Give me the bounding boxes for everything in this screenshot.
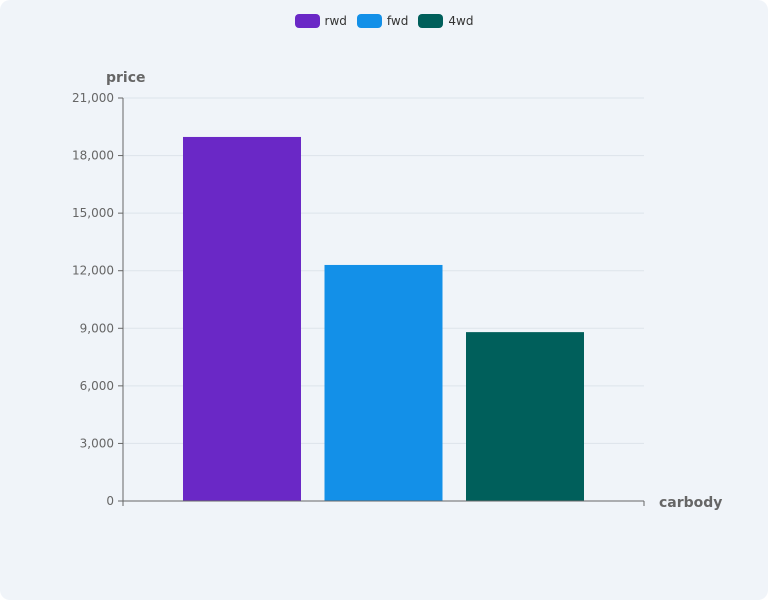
legend-swatch <box>356 14 382 28</box>
bar-rwd[interactable] <box>183 136 301 501</box>
legend-label: 4wd <box>448 14 474 28</box>
legend: rwd fwd 4wd <box>0 14 768 28</box>
y-tick-label: 3,000 <box>80 436 114 450</box>
y-axis-title: price <box>106 70 146 86</box>
legend-swatch <box>294 14 320 28</box>
legend-item-4wd[interactable]: 4wd <box>418 14 473 28</box>
bar-fwd[interactable] <box>324 264 443 501</box>
y-tick-label: 12,000 <box>72 264 114 278</box>
legend-label: rwd <box>324 14 347 28</box>
x-axis-title: carbody <box>659 495 722 511</box>
y-tick-label: 9,000 <box>80 321 114 335</box>
legend-item-rwd[interactable]: rwd <box>294 14 347 28</box>
legend-label: fwd <box>386 14 409 28</box>
y-tick-label: 15,000 <box>72 206 114 220</box>
y-tick-label: 0 <box>106 494 114 508</box>
y-tick-label: 6,000 <box>80 379 114 393</box>
y-tick-label: 18,000 <box>72 149 114 163</box>
y-tick-label: 21,000 <box>72 91 114 105</box>
legend-item-fwd[interactable]: fwd <box>356 14 409 28</box>
bar-4wd[interactable] <box>466 332 584 501</box>
legend-swatch <box>418 14 444 28</box>
